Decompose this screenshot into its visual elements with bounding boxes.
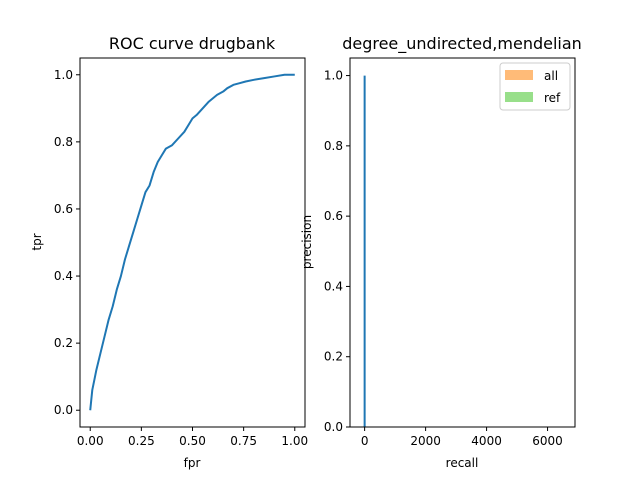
pr-ticks: 0 2000 4000 6000 0.0 0.2 0.4 0.6 0.8 1.0 (324, 69, 563, 448)
roc-plot-area (89, 73, 295, 411)
roc-curve-line (89, 73, 295, 411)
roc-y-axis-label: tpr (30, 233, 44, 250)
legend-swatch-ref (505, 92, 533, 102)
pr-x-tick-label: 2000 (410, 434, 441, 448)
roc-axes-frame (79, 57, 306, 428)
roc-y-tick-label: 0.8 (54, 135, 73, 149)
pr-axes-frame (349, 57, 576, 428)
legend-label-all: all (544, 69, 558, 83)
pr-y-tick-label: 0.8 (324, 139, 343, 153)
pr-y-axis-label: precision (300, 215, 314, 269)
legend: all ref (499, 62, 571, 111)
pr-chart-title: degree_undirected,mendelian (342, 34, 582, 54)
roc-y-tick-label: 0.6 (54, 202, 73, 216)
roc-chart-title: ROC curve drugbank (109, 34, 276, 53)
roc-chart: ROC curve drugbank 0.00 0.25 0.50 0.75 1.000… (30, 34, 308, 470)
pr-y-tick-label: 0.0 (324, 420, 343, 434)
pr-y-tick-label: 0.2 (324, 350, 343, 364)
pr-x-tick-label: 6000 (532, 434, 563, 448)
legend-label-ref: ref (544, 91, 561, 105)
precision-recall-chart: degree_undirected,mendelian 0 2000 4000 600… (300, 34, 582, 470)
roc-y-tick-label: 0.4 (54, 269, 73, 283)
roc-x-tick-label: 0.00 (77, 434, 104, 448)
roc-ticks: 0.00 0.25 0.50 0.75 1.00 0.0 0.2 0.4 0.6 0.8 1.0 (54, 68, 308, 448)
pr-x-axis-label: recall (446, 456, 479, 470)
roc-y-tick-label: 0.0 (54, 403, 73, 417)
roc-x-tick-label: 0.25 (128, 434, 155, 448)
pr-x-tick-label: 4000 (471, 434, 502, 448)
roc-x-tick-label: 1.00 (281, 434, 308, 448)
pr-x-tick-label: 0 (361, 434, 369, 448)
roc-x-tick-label: 0.75 (230, 434, 257, 448)
roc-x-axis-label: fpr (184, 456, 201, 470)
roc-x-tick-label: 0.50 (179, 434, 206, 448)
roc-y-tick-label: 0.2 (54, 336, 73, 350)
roc-y-tick-label: 1.0 (54, 68, 73, 82)
pr-y-tick-label: 0.6 (324, 209, 343, 223)
pr-y-tick-label: 1.0 (324, 69, 343, 83)
legend-swatch-all (505, 70, 533, 80)
pr-y-tick-label: 0.4 (324, 279, 343, 293)
